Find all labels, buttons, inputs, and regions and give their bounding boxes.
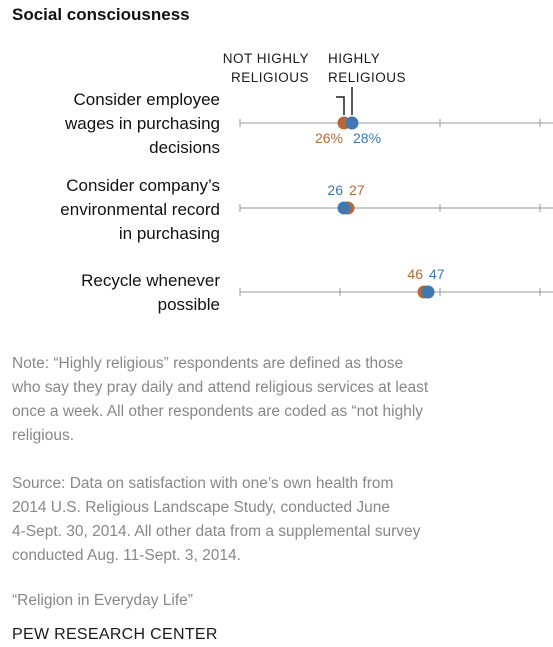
source-line: conducted Aug. 11-Sept. 3, 2014. — [12, 547, 241, 564]
row-label-line: decisions — [149, 138, 220, 157]
note-line: once a week. All other respondents are c… — [12, 403, 424, 420]
source-line: Source: Data on satisfaction with one’s … — [12, 475, 394, 492]
row-label-line: wages in purchasing — [65, 114, 220, 133]
note-line: who say they pray daily and attend relig… — [12, 379, 429, 396]
note-text: Note: “Highly religious” respondents are… — [12, 352, 553, 448]
chart-title: Social consciousness — [12, 5, 190, 24]
row-label-line: Consider company’s — [66, 176, 220, 195]
data-label-not-highly: 27 — [349, 182, 365, 198]
source-line: 4-Sept. 30, 2014. All other data from a … — [12, 523, 421, 540]
row-label-recycle: Recycle whenever possible — [81, 269, 220, 317]
row-label-line: environmental record — [60, 200, 220, 219]
dot-highly-religious — [421, 285, 435, 299]
dot-highly-religious — [337, 201, 351, 215]
row-label-line: Recycle whenever — [81, 271, 220, 290]
legend-not-line-1: NOT HIGHLY — [222, 51, 309, 66]
row-label-line: possible — [157, 295, 220, 314]
note-line: Note: “Highly religious” respondents are… — [12, 355, 404, 372]
legend-high-line-1: HIGHLY — [328, 51, 381, 66]
pew-research-center-credit: PEW RESEARCH CENTER — [12, 626, 218, 643]
row-label-line: in purchasing — [118, 224, 220, 243]
source-line: 2014 U.S. Religious Landscape Study, con… — [12, 499, 390, 516]
legend-not-highly-religious: NOT HIGHLY RELIGIOUS — [223, 49, 309, 87]
dot-highly-religious — [345, 116, 359, 130]
legend-highly-religious: HIGHLY RELIGIOUS — [328, 49, 406, 87]
source-text: Source: Data on satisfaction with one’s … — [12, 472, 553, 568]
dot-plot: 26% 28% 27 26 46 47 — [239, 87, 553, 299]
data-label-highly: 47 — [429, 266, 445, 282]
row-label-employee-wages: Consider employee wages in purchasing de… — [65, 88, 220, 160]
row-label-line: Consider employee — [73, 90, 220, 109]
report-title: “Religion in Everyday Life” — [12, 592, 193, 609]
legend-connector-not-highly — [336, 96, 345, 115]
row-label-environmental-record: Consider company’s environmental record … — [60, 174, 220, 246]
data-label-highly: 26 — [327, 182, 343, 198]
data-label-highly: 28% — [353, 130, 381, 146]
data-label-not-highly: 46 — [407, 266, 423, 282]
legend-high-line-2: RELIGIOUS — [328, 70, 407, 85]
data-label-not-highly: 26% — [315, 130, 343, 146]
note-line: religious. — [12, 427, 75, 444]
legend-not-line-2: RELIGIOUS — [230, 70, 309, 85]
